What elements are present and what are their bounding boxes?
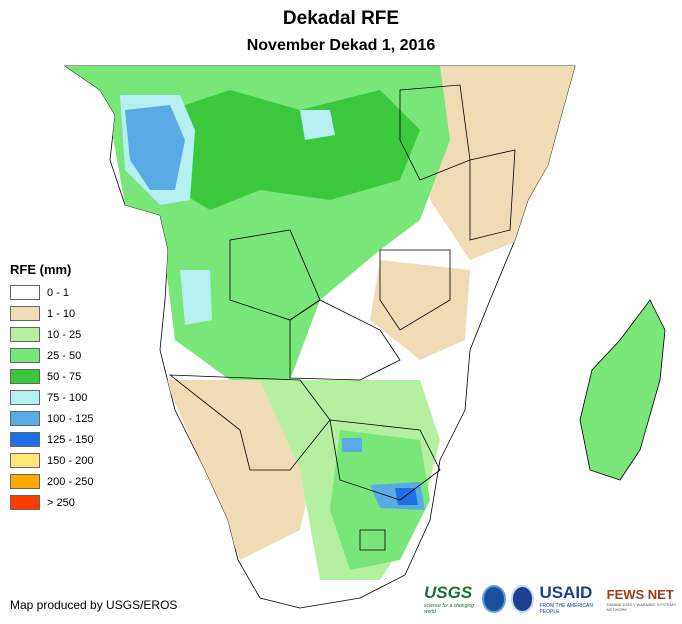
legend-title: RFE (mm) [10,262,72,277]
legend-swatch [10,369,40,384]
usgs-tagline: science for a changing world [424,603,475,615]
rainfall-zone-125-150 [395,488,418,505]
legend-item: 75 - 100 [10,387,93,408]
legend-item: 1 - 10 [10,303,93,324]
legend-swatch [10,306,40,321]
usaid-seal-icon [510,585,535,613]
legend-label: 100 - 125 [47,412,94,425]
noaa-seal-icon [481,585,506,613]
legend-swatch [10,474,40,489]
rainfall-zone-75-100 [180,270,212,325]
legend-swatch [10,285,40,300]
rainfall-zone-100-125 [125,105,185,190]
usgs-logo: USGS science for a changing world [424,583,477,615]
legend-item: 25 - 50 [10,345,93,366]
fews-net-tagline: FAMINE EARLY WARNING SYSTEMS NETWORK [606,601,676,612]
fews-net-logo: FEWS NET FAMINE EARLY WARNING SYSTEMS NE… [607,587,682,612]
legend-item: 0 - 1 [10,282,93,303]
legend-swatch [10,390,40,405]
fews-net-logo-text: FEWS NET [606,586,674,602]
usgs-logo-text: USGS [424,583,473,602]
legend-item: 100 - 125 [10,408,93,429]
country-borders [168,84,516,551]
legend-label: 150 - 200 [47,454,94,467]
legend-item: 50 - 75 [10,366,93,387]
legend-swatch [10,411,40,426]
map-subtitle: November Dekad 1, 2016 [246,37,436,54]
legend-label: 125 - 150 [47,433,94,446]
partner-logos: USGS science for a changing world USAID … [424,583,682,615]
map-credit: Map produced by USGS/EROS [10,598,178,612]
rainfall-zone-100-125 [342,438,362,452]
legend-label: 50 - 75 [47,370,82,383]
map-title: Dekadal RFE [282,8,400,29]
legend-label: 0 - 1 [47,286,70,299]
legend-item: 125 - 150 [10,429,93,450]
legend-item: 10 - 25 [10,324,93,345]
usaid-logo-text: USAID [539,583,593,602]
legend: RFE (mm) 0 - 1 1 - 10 10 - 25 25 - 50 50… [10,262,93,513]
legend-swatch [10,348,40,363]
legend-label: > 250 [47,496,75,509]
rainfall-zone-1-10 [420,66,575,260]
legend-label: 10 - 25 [47,328,82,341]
legend-label: 25 - 50 [47,349,82,362]
usaid-logo: USAID FROM THE AMERICAN PEOPLE [539,583,601,615]
usaid-tagline: FROM THE AMERICAN PEOPLE [539,603,593,615]
rainfall-zone-75-100 [300,110,335,140]
legend-item: > 250 [10,492,93,513]
legend-swatch [10,495,40,510]
legend-label: 1 - 10 [47,307,76,320]
madagascar-landmass [579,299,666,481]
legend-item: 200 - 250 [10,471,93,492]
rainfall-zone-1-10 [370,260,470,360]
legend-swatch [10,432,40,447]
legend-label: 75 - 100 [47,391,88,404]
legend-label: 200 - 250 [47,475,94,488]
legend-item: 150 - 200 [10,450,93,471]
legend-swatch [10,327,40,342]
legend-swatch [10,453,40,468]
rainfall-zone-50-75 [140,90,420,210]
